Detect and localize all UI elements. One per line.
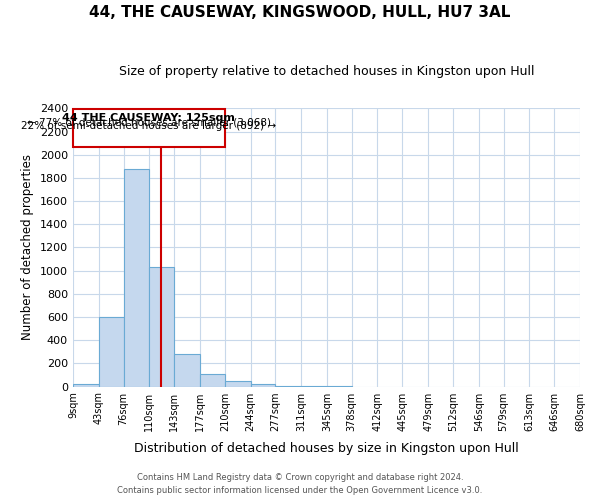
Bar — [200, 374, 225, 386]
Text: 22% of semi-detached houses are larger (892) →: 22% of semi-detached houses are larger (… — [22, 121, 277, 131]
Text: Contains HM Land Registry data © Crown copyright and database right 2024.
Contai: Contains HM Land Registry data © Crown c… — [118, 474, 482, 495]
Text: 44, THE CAUSEWAY, KINGSWOOD, HULL, HU7 3AL: 44, THE CAUSEWAY, KINGSWOOD, HULL, HU7 3… — [89, 5, 511, 20]
Bar — [225, 382, 251, 386]
Bar — [73, 384, 98, 386]
Text: 44 THE CAUSEWAY: 125sqm: 44 THE CAUSEWAY: 125sqm — [62, 113, 235, 123]
Title: Size of property relative to detached houses in Kingston upon Hull: Size of property relative to detached ho… — [119, 65, 534, 78]
Bar — [251, 384, 275, 386]
Bar — [98, 317, 124, 386]
Bar — [124, 168, 149, 386]
Bar — [73, 110, 225, 147]
Bar — [149, 267, 174, 386]
X-axis label: Distribution of detached houses by size in Kingston upon Hull: Distribution of detached houses by size … — [134, 442, 519, 455]
Y-axis label: Number of detached properties: Number of detached properties — [21, 154, 34, 340]
Bar — [174, 354, 200, 386]
Text: ← 77% of detached houses are smaller (3,068): ← 77% of detached houses are smaller (3,… — [27, 117, 271, 127]
